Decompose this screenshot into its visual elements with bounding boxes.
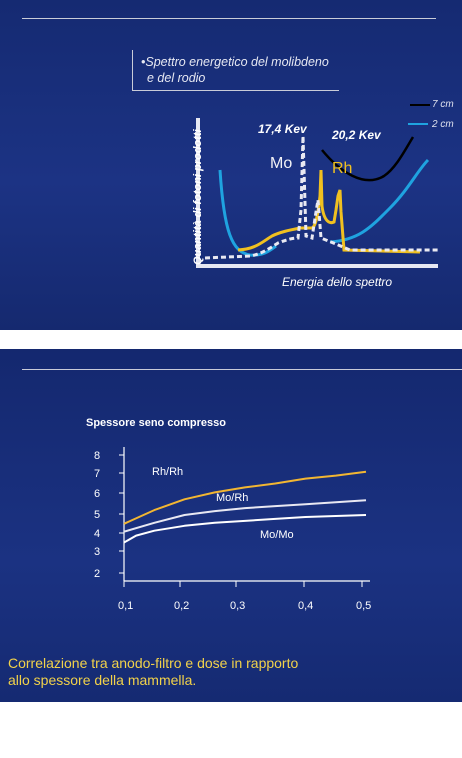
- top-rule-2: [22, 369, 462, 370]
- x-tick-label: 0,3: [230, 600, 245, 612]
- x-tick-label: 0,5: [356, 600, 371, 612]
- dose-chart: 8 7 6 5 4 3 2 0,1 0,2 0,3 0,4 0,5: [94, 447, 371, 612]
- y-tick-label: 5: [94, 509, 100, 521]
- series-line-mo-mo: [123, 514, 367, 544]
- x-tick-label: 0,4: [298, 600, 313, 612]
- legend-2cm-label: 2 cm: [432, 119, 454, 130]
- spectrum-x-axis-label: Energia dello spettro: [282, 275, 393, 289]
- slide-spectrum: •Spettro energetico del molibdeno e del …: [0, 0, 462, 330]
- slide-title-line2: e del rodio: [147, 71, 206, 85]
- spectrum-y-axis-label: Quantità di fotoni prodotti: [192, 129, 204, 265]
- spectrum-chart: [196, 104, 438, 268]
- chart-title: Spessore seno compresso: [86, 417, 227, 429]
- series-line-mo-rh: [123, 499, 367, 533]
- legend-7cm-label: 7 cm: [432, 99, 454, 110]
- rh-label: Rh: [332, 160, 353, 177]
- x-tick-label: 0,1: [118, 600, 133, 612]
- series-line-rh-rh: [123, 470, 367, 525]
- y-tick-label: 4: [94, 528, 100, 540]
- y-tick-label: 6: [94, 488, 100, 500]
- slide-dose-chart: Spessore seno compresso 8 7 6 5 4 3 2 0,1 0,2 0,…: [0, 349, 462, 702]
- caption: Correlazione tra anodo-filtro e dose in …: [8, 655, 298, 689]
- slide-title-box: •Spettro energetico del molibdeno e del …: [132, 50, 339, 91]
- curve-2cm-left: [218, 169, 277, 257]
- x-tick-label: 0,2: [174, 600, 189, 612]
- top-rule: [22, 18, 436, 19]
- slide-title-line1: •Spettro energetico del molibdeno: [141, 55, 329, 69]
- peak-rh-label: 20,2 Kev: [332, 128, 381, 142]
- series-label-rh-rh: Rh/Rh: [152, 466, 184, 478]
- series-label-mo-rh: Mo/Rh: [216, 492, 249, 504]
- series-label-mo-mo: Mo/Mo: [260, 529, 294, 541]
- rh-spectrum: [237, 169, 421, 254]
- curve-2cm-right: [329, 158, 430, 244]
- peak-mo-label: 17,4 Kev: [258, 122, 307, 136]
- y-tick-label: 3: [94, 546, 100, 558]
- caption-line2: allo spessore della mammella.: [8, 672, 197, 688]
- mo-label: Mo: [270, 155, 293, 172]
- y-tick-label: 2: [94, 568, 100, 580]
- y-tick-label: 8: [94, 450, 100, 462]
- caption-line1: Correlazione tra anodo-filtro e dose in …: [8, 655, 299, 671]
- mo-spectrum: [204, 135, 438, 260]
- y-tick-label: 7: [94, 468, 100, 480]
- curve-7cm: [321, 136, 415, 182]
